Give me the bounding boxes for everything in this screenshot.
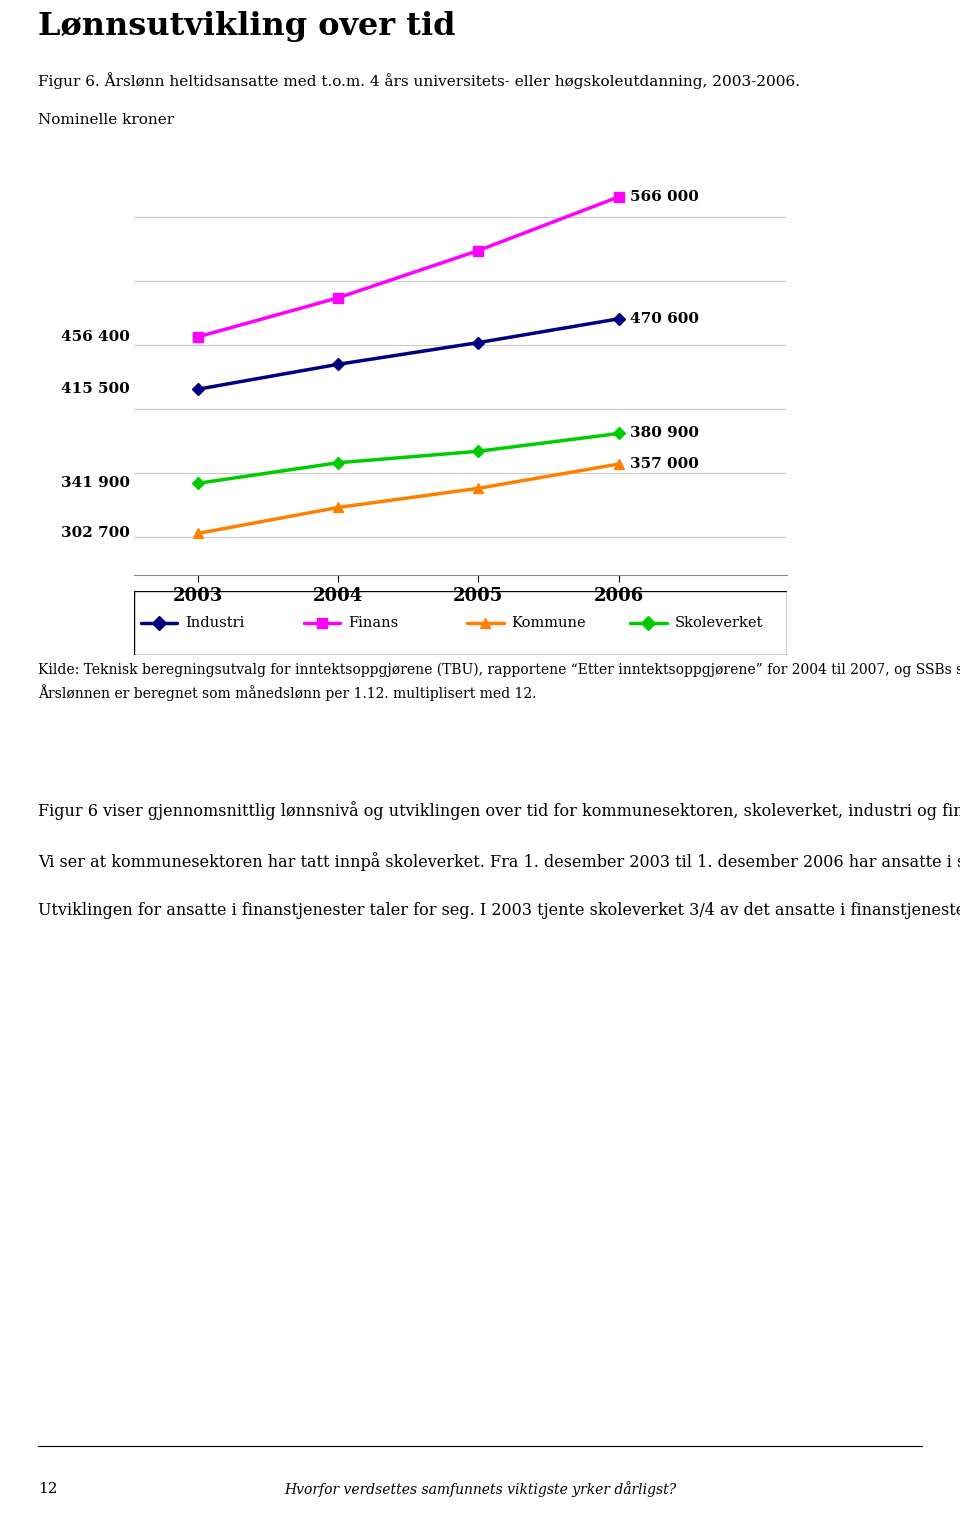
Text: 357 000: 357 000 xyxy=(630,457,699,471)
Text: 12: 12 xyxy=(38,1482,58,1496)
Text: Kommune: Kommune xyxy=(512,615,586,630)
Text: Figur 6. Årslønn heltidsansatte med t.o.m. 4 års universitets- eller høgskoleutd: Figur 6. Årslønn heltidsansatte med t.o.… xyxy=(38,72,801,89)
Industri xyxy=(332,354,344,373)
Text: Nominelle kroner: Nominelle kroner xyxy=(38,112,175,127)
Industri xyxy=(613,310,625,328)
Industri xyxy=(472,333,484,351)
Line: Kommune: Kommune xyxy=(193,459,624,538)
Text: Finans: Finans xyxy=(348,615,398,630)
Text: 470 600: 470 600 xyxy=(630,311,699,325)
Skoleverket xyxy=(613,425,625,443)
Text: Hvorfor verdsettes samfunnets viktigste yrker dårligst?: Hvorfor verdsettes samfunnets viktigste … xyxy=(284,1482,676,1497)
Skoleverket xyxy=(192,474,204,492)
Kommune xyxy=(332,499,344,517)
Text: Figur 6 viser gjennomsnittlig lønnsnivå og utviklingen over tid for kommunesekto: Figur 6 viser gjennomsnittlig lønnsnivå … xyxy=(38,801,960,919)
Finans xyxy=(613,187,625,206)
Text: 380 900: 380 900 xyxy=(630,426,699,440)
Skoleverket xyxy=(332,454,344,472)
Text: 456 400: 456 400 xyxy=(61,330,131,344)
Text: 302 700: 302 700 xyxy=(61,526,131,540)
Text: Industri: Industri xyxy=(185,615,245,630)
Text: 566 000: 566 000 xyxy=(630,190,699,204)
Kommune xyxy=(472,479,484,497)
Industri xyxy=(192,380,204,399)
Text: 341 900: 341 900 xyxy=(61,477,131,491)
Line: Skoleverket: Skoleverket xyxy=(193,430,623,488)
Finans xyxy=(472,241,484,259)
Line: Industri: Industri xyxy=(193,314,623,393)
Text: 415 500: 415 500 xyxy=(61,382,131,396)
Kommune xyxy=(613,454,625,472)
Kommune xyxy=(192,525,204,543)
Text: Kilde: Teknisk beregningsutvalg for inntektsoppgjørene (TBU), rapportene “Etter : Kilde: Teknisk beregningsutvalg for innt… xyxy=(38,663,960,701)
Text: Lønnsutvikling over tid: Lønnsutvikling over tid xyxy=(38,11,456,41)
Line: Finans: Finans xyxy=(193,192,624,342)
Finans xyxy=(332,288,344,307)
Text: Skoleverket: Skoleverket xyxy=(675,615,763,630)
Skoleverket xyxy=(472,442,484,460)
Finans xyxy=(192,328,204,347)
